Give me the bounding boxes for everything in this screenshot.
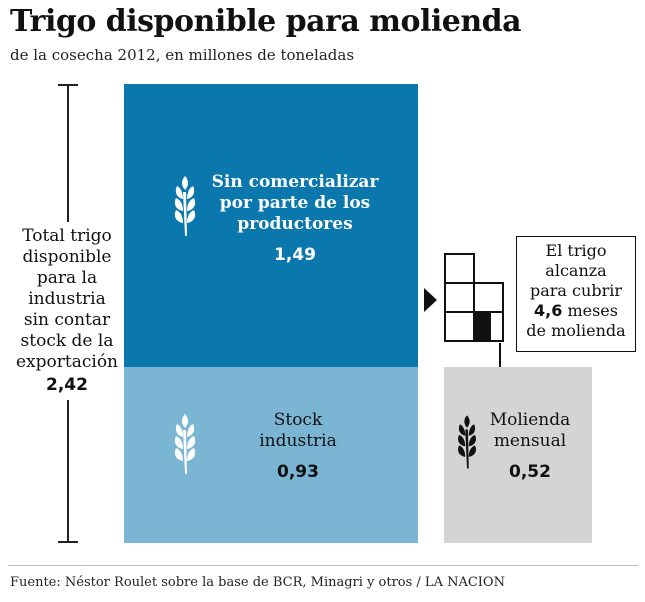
total-value: 2,42 [46,375,88,395]
source-note: Fuente: Néstor Roulet sobre la base de B… [10,575,505,590]
value-stock-industria: 0,93 [277,462,319,482]
callout-connector [499,343,501,367]
month-cell [444,311,475,342]
month-cell-partial [473,311,504,342]
callout-line: El trigo [545,241,607,260]
segment-label-line: industria [259,431,337,451]
bar-sin-comercializar [124,84,418,367]
total-bracket-top-cap [58,84,78,86]
segment-label-line: por parte de los [219,193,371,213]
callout-line: de molienda [526,321,626,340]
segment-label-line: Molienda [489,410,571,430]
value-sin-comercializar: 1,49 [274,245,316,265]
source-divider [8,565,638,566]
wheat-icon [458,415,476,469]
month-cell [444,282,475,313]
months-value: 4,6 [534,301,563,320]
label-stock-industria: Stock industria 0,93 [238,410,358,483]
total-line: Total trigo [22,226,112,246]
bar-molienda-mensual [444,367,592,543]
month-cell [473,282,504,313]
total-line: exportación [16,352,118,372]
chart-subtitle: de la cosecha 2012, en millones de tonel… [10,46,355,64]
total-line: stock de la [20,331,114,351]
month-cell [444,253,475,284]
months-callout: El trigo alcanza para cubrir 4,6 meses d… [516,236,636,352]
total-line: sin contar [23,310,111,330]
month-cell-partial-fill [475,313,492,340]
segment-label-line: Stock [273,410,323,430]
months-grid [444,253,504,343]
total-line: para la [36,268,98,288]
total-line: disponible [22,247,112,267]
total-label: Total trigo disponible para la industria… [0,222,134,400]
total-bracket-bottom-cap [58,541,78,543]
label-sin-comercializar: Sin comercializar por parte de los produ… [210,172,380,266]
bar-stock-industria [124,367,418,543]
segment-label-line: Sin comercializar [211,172,379,192]
callout-line: alcanza [545,261,607,280]
months-unit: meses [562,301,618,320]
arrow-marker [424,288,437,312]
callout-line: para cubrir [530,281,622,300]
wheat-icon [174,176,196,236]
total-line: industria [28,289,106,309]
wheat-icon [174,414,196,474]
segment-label-line: mensual [493,431,567,451]
label-molienda-mensual: Molienda mensual 0,52 [480,410,580,483]
value-molienda-mensual: 0,52 [509,462,551,482]
chart-title: Trigo disponible para molienda [10,4,522,39]
segment-label-line: productores [237,214,353,234]
